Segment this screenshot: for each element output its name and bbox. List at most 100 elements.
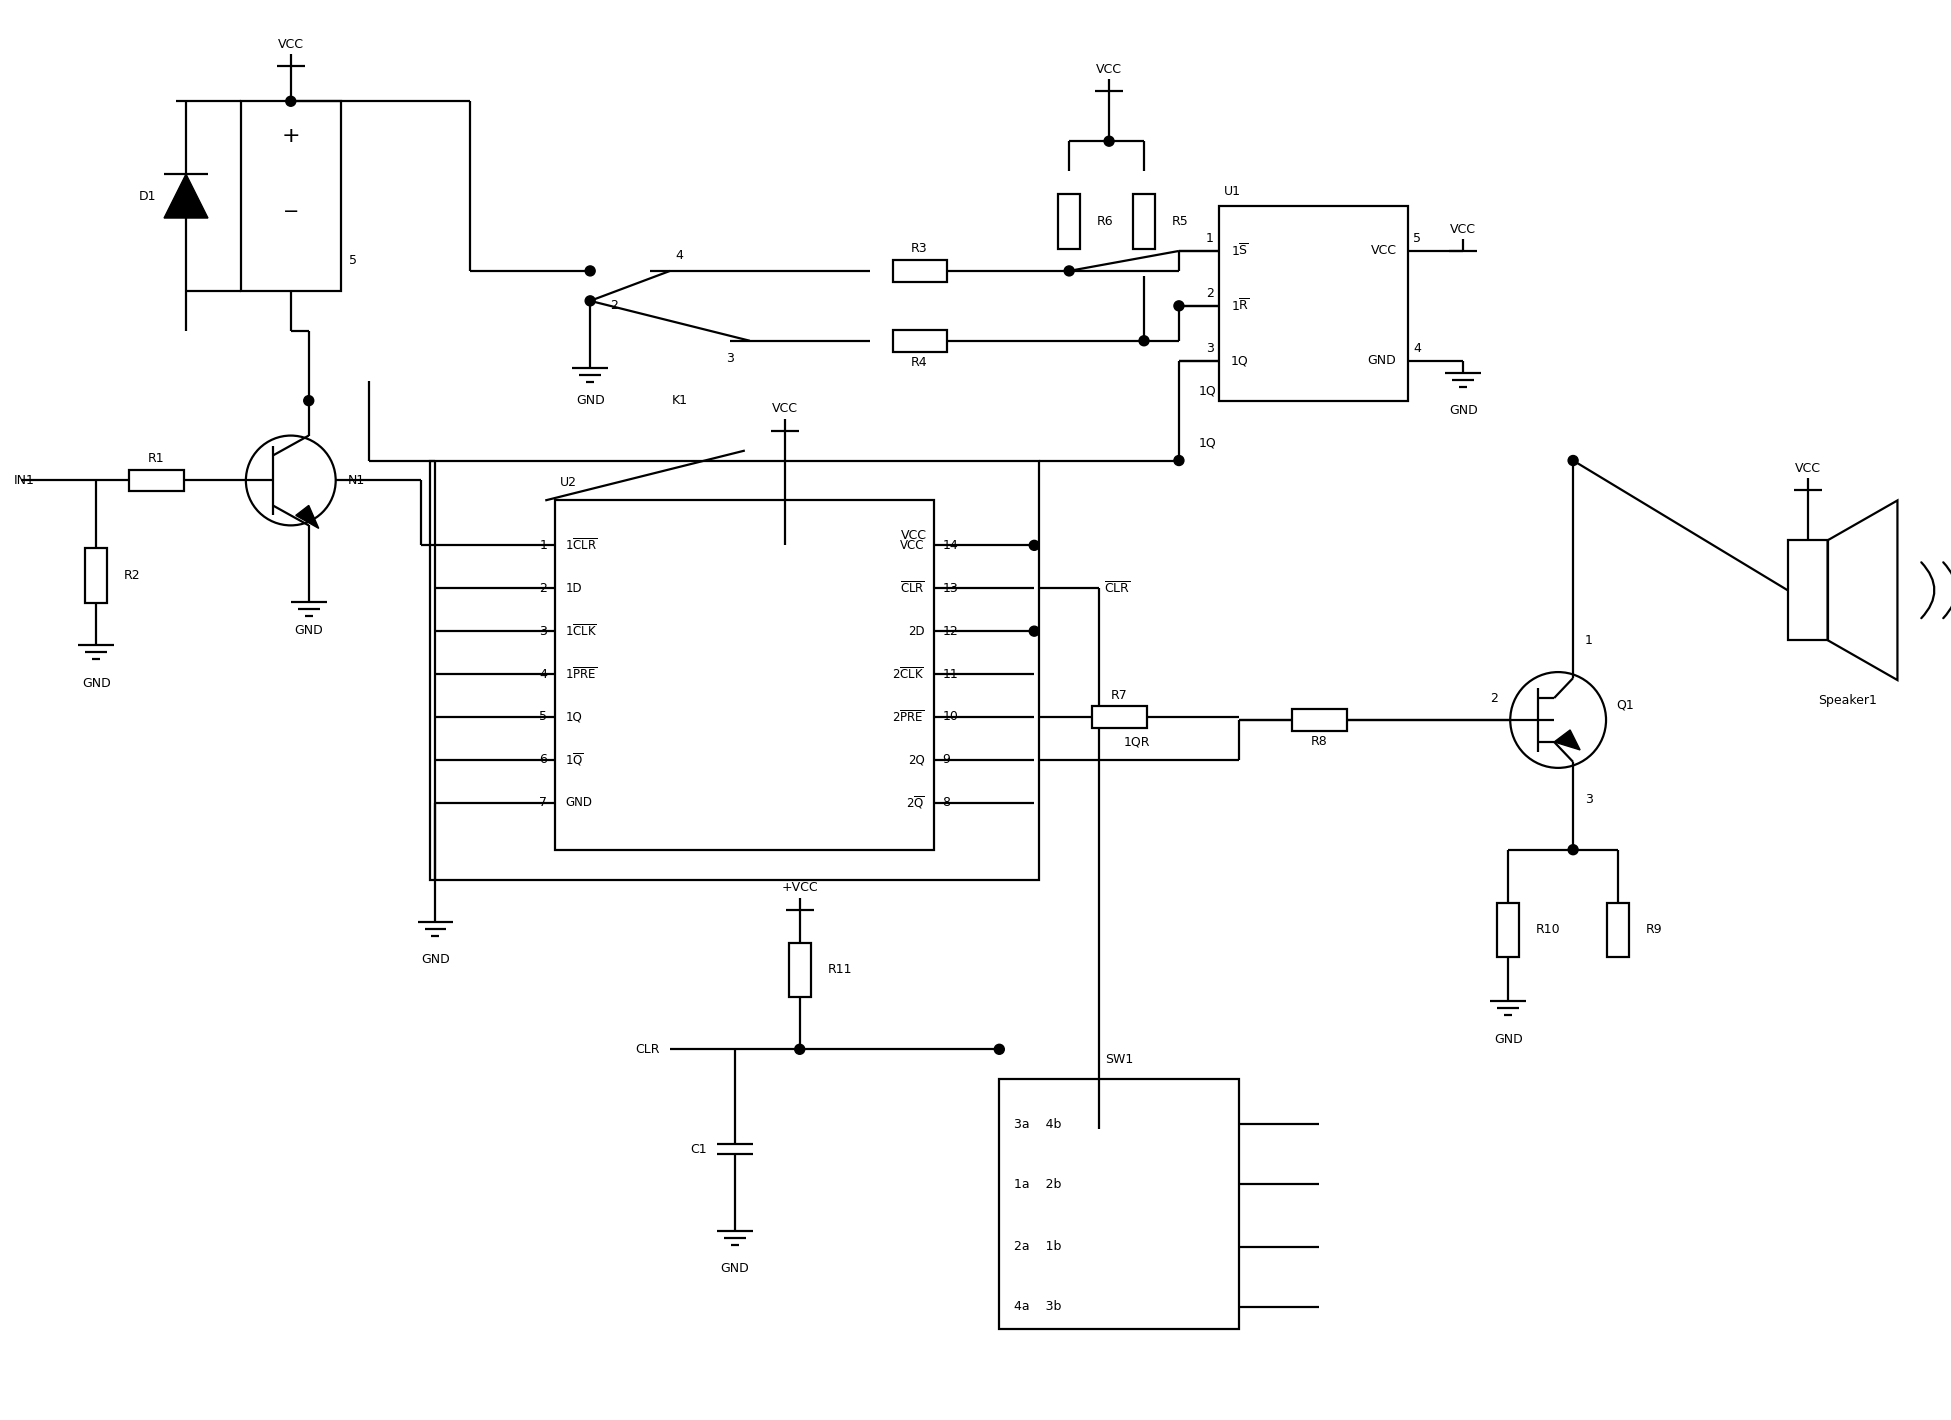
Text: VCC: VCC (901, 528, 927, 542)
Circle shape (585, 266, 595, 275)
Polygon shape (297, 506, 318, 528)
Bar (86, 548, 107, 604)
Text: 14: 14 (942, 538, 958, 552)
Text: 2$\overline{\rm PRE}$: 2$\overline{\rm PRE}$ (892, 709, 925, 726)
Text: D1: D1 (139, 190, 156, 203)
Text: R11: R11 (827, 963, 853, 976)
Text: R6: R6 (1096, 214, 1114, 227)
Text: 9: 9 (942, 754, 950, 767)
Text: GND: GND (82, 676, 111, 690)
Circle shape (1175, 301, 1184, 311)
Text: 4: 4 (1413, 342, 1422, 355)
Polygon shape (164, 175, 209, 219)
Text: U1: U1 (1223, 185, 1241, 197)
Text: VCC: VCC (773, 402, 798, 415)
Circle shape (1175, 456, 1184, 466)
Circle shape (285, 97, 297, 106)
Text: GND: GND (1368, 354, 1397, 368)
Text: 3a    4b: 3a 4b (1015, 1118, 1061, 1130)
Circle shape (1569, 845, 1578, 855)
Text: SW1: SW1 (1104, 1052, 1134, 1066)
Text: 10: 10 (942, 710, 958, 723)
Bar (788, 943, 812, 997)
Text: 2: 2 (1206, 287, 1214, 301)
Text: GND: GND (1494, 1032, 1522, 1045)
Circle shape (1104, 136, 1114, 146)
Text: VCC: VCC (1795, 462, 1820, 476)
Text: 2$\overline{\rm CLK}$: 2$\overline{\rm CLK}$ (892, 666, 925, 682)
Text: 5: 5 (538, 710, 546, 723)
Bar (892, 260, 948, 283)
Text: R2: R2 (125, 569, 140, 582)
Text: 7: 7 (538, 797, 546, 809)
Text: +VCC: +VCC (782, 882, 817, 895)
Text: 4: 4 (538, 667, 546, 680)
Bar (999, 1079, 1239, 1329)
Text: 13: 13 (942, 582, 958, 595)
Text: C1: C1 (691, 1143, 706, 1156)
Text: R9: R9 (1647, 923, 1662, 936)
Bar (1093, 706, 1147, 728)
Text: 5: 5 (1413, 233, 1422, 246)
Text: R1: R1 (148, 452, 164, 464)
Text: 1: 1 (1584, 633, 1592, 646)
Text: 2$\overline{\rm Q}$: 2$\overline{\rm Q}$ (905, 795, 925, 811)
Text: 3: 3 (538, 625, 546, 638)
Text: 1: 1 (1206, 233, 1214, 246)
Circle shape (585, 295, 595, 305)
Circle shape (1030, 626, 1040, 636)
Text: 6: 6 (538, 754, 546, 767)
Bar (556, 500, 935, 849)
Text: R3: R3 (911, 243, 929, 256)
Text: 1$\overline{\rm CLR}$: 1$\overline{\rm CLR}$ (566, 537, 597, 554)
Text: 1$\overline{\rm S}$: 1$\overline{\rm S}$ (1231, 243, 1249, 258)
Text: 2: 2 (611, 300, 618, 312)
Text: 11: 11 (942, 667, 958, 680)
Text: VCC: VCC (277, 38, 304, 51)
Text: R7: R7 (1110, 689, 1128, 701)
Text: +: + (281, 126, 300, 146)
Text: 2: 2 (1491, 692, 1498, 704)
Text: 3: 3 (726, 352, 734, 365)
Polygon shape (1555, 730, 1580, 750)
Bar (1219, 206, 1409, 400)
Circle shape (1139, 335, 1149, 345)
Bar (1292, 709, 1346, 731)
Text: R4: R4 (911, 356, 929, 369)
Bar (1608, 903, 1629, 957)
Text: VCC: VCC (1450, 223, 1477, 236)
Text: Speaker1: Speaker1 (1818, 693, 1877, 707)
Text: 1: 1 (538, 538, 546, 552)
Text: 1$\overline{\rm PRE}$: 1$\overline{\rm PRE}$ (566, 666, 597, 682)
Text: 1$\overline{\rm CLK}$: 1$\overline{\rm CLK}$ (566, 623, 597, 639)
Text: GND: GND (1450, 405, 1477, 417)
Text: 1Q: 1Q (1200, 385, 1217, 398)
Text: 8: 8 (942, 797, 950, 809)
Text: 3: 3 (1584, 794, 1592, 807)
Text: GND: GND (566, 797, 593, 809)
Text: 5: 5 (349, 254, 357, 267)
Text: GND: GND (720, 1262, 749, 1275)
Text: Q1: Q1 (1615, 699, 1633, 711)
Text: 2Q: 2Q (907, 754, 925, 767)
Bar (892, 329, 948, 352)
Text: CLR: CLR (636, 1042, 659, 1056)
Circle shape (1030, 541, 1040, 551)
Text: N1: N1 (347, 474, 365, 487)
Text: 1$\overline{\rm R}$: 1$\overline{\rm R}$ (1231, 298, 1249, 314)
Text: K1: K1 (671, 395, 689, 408)
Text: 2D: 2D (907, 625, 925, 638)
Text: 3: 3 (1206, 342, 1214, 355)
Text: $\overline{\rm CLR}$: $\overline{\rm CLR}$ (1104, 581, 1130, 596)
Circle shape (995, 1044, 1005, 1054)
Bar (1496, 903, 1520, 957)
Text: 1D: 1D (566, 582, 581, 595)
Circle shape (1569, 456, 1578, 466)
Text: U2: U2 (560, 476, 577, 488)
Text: −: − (283, 202, 299, 220)
Text: R10: R10 (1535, 923, 1561, 936)
Bar (1134, 195, 1155, 248)
Bar (240, 101, 341, 291)
Text: GND: GND (295, 623, 324, 636)
Circle shape (794, 1044, 804, 1054)
